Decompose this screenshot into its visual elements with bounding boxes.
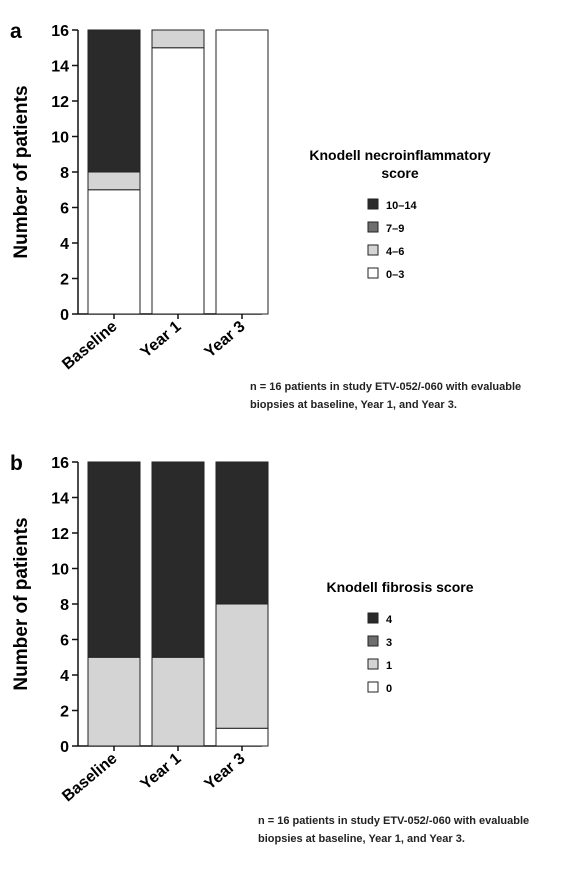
- chart-b-y-tick-label-5: 10: [51, 562, 69, 579]
- chart-a-y-tick-label-7: 14: [51, 59, 69, 76]
- chart-b-bar-1-series-1: [151, 656, 205, 747]
- chart-a-bar-0-series-0: [87, 189, 141, 315]
- chart-b-y-axis-label: Number of patients: [11, 517, 32, 690]
- chart-b-legend-label-1: 1: [386, 660, 392, 672]
- chart-b-bar-2-series-0: [215, 727, 269, 747]
- chart-a-y-tick-label-5: 10: [51, 130, 69, 147]
- chart-a-legend-label-3: 10–14: [386, 200, 417, 212]
- chart-a-legend-swatch-1: [367, 244, 379, 256]
- chart-panel-b: b Number of patients 0 2 4 6 8 10 12 14 16 Baseline…: [0, 440, 586, 860]
- chart-a-legend-label-2: 7–9: [386, 223, 404, 235]
- chart-a-legend-title-line-0: Knodell necroinflammatory: [309, 147, 490, 163]
- chart-b-note-line-1: n = 16 patients in study ETV-052/-060 wi…: [258, 815, 530, 827]
- chart-a-y-tick-label-0: 0: [60, 307, 69, 324]
- chart-b-bar-0-series-3: [87, 461, 141, 658]
- chart-b-legend-label-3: 4: [386, 614, 393, 626]
- chart-a-panel-letter: a: [10, 20, 22, 43]
- chart-a-legend-swatch-0: [367, 267, 379, 279]
- chart-b-legend-title-line-0: Knodell fibrosis score: [326, 579, 473, 595]
- chart-a-bar-0-series-1: [87, 171, 141, 191]
- chart-a-bar-1-series-0: [151, 47, 205, 315]
- chart-a-y-tick-label-8: 16: [51, 23, 69, 40]
- chart-a-legend-swatch-3: [367, 198, 379, 210]
- chart-a-y-tick-label-4: 8: [60, 165, 69, 182]
- chart-a-note-line-2: biopsies at baseline, Year 1, and Year 3…: [250, 399, 457, 411]
- chart-b-bar-2-series-3: [215, 461, 269, 605]
- chart-b-y-tick-label-8: 16: [51, 455, 69, 472]
- chart-a-legend-title-line-1: score: [381, 165, 419, 181]
- chart-b-legend-swatch-3: [367, 612, 379, 624]
- chart-a-legend-label-1: 4–6: [386, 246, 404, 258]
- chart-b-bar-2-series-1: [215, 603, 269, 729]
- chart-a-legend-swatch-2: [367, 221, 379, 233]
- chart-b-note-line-2: biopsies at baseline, Year 1, and Year 3…: [258, 833, 465, 845]
- chart-b-y-tick-label-6: 12: [51, 526, 69, 543]
- chart-b-y-tick-label-4: 8: [60, 597, 69, 614]
- chart-a-note-line-1: n = 16 patients in study ETV-052/-060 wi…: [250, 381, 522, 393]
- chart-b-legend-swatch-1: [367, 658, 379, 670]
- chart-b-bar-1-series-3: [151, 461, 205, 658]
- chart-b-panel-letter: b: [10, 452, 23, 475]
- chart-a-bar-0-series-3: [87, 29, 141, 173]
- chart-a-x-tick-label-0: Baseline: [59, 318, 120, 373]
- chart-b-y-tick-label-7: 14: [51, 491, 69, 508]
- chart-a-y-tick-label-2: 4: [60, 236, 69, 253]
- chart-b-y-tick-label-2: 4: [60, 668, 69, 685]
- chart-a-x-tick-label-1: Year 1: [138, 318, 185, 361]
- chart-b-legend-swatch-2: [367, 635, 379, 647]
- chart-b-bar-0-series-1: [87, 656, 141, 747]
- chart-b-note: n = 16 patients in study ETV-052/-060 wi…: [258, 812, 529, 848]
- chart-a-x-tick-label-2: Year 3: [202, 318, 249, 361]
- chart-b-x-tick-label-0: Baseline: [59, 750, 120, 805]
- chart-b-y-tick-label-3: 6: [60, 633, 69, 650]
- chart-a-bar-1-series-1: [151, 29, 205, 49]
- chart-a-bar-2-series-0: [215, 29, 269, 315]
- chart-a-y-tick-label-6: 12: [51, 94, 69, 111]
- chart-a-y-tick-label-3: 6: [60, 201, 69, 218]
- chart-panel-a: a Number of patients 0 2 4 6 8 10 12 14 16 Baseline…: [0, 8, 586, 428]
- chart-b-y-tick-label-1: 2: [60, 704, 69, 721]
- chart-a-legend-label-0: 0–3: [386, 269, 404, 281]
- chart-a-y-axis-label: Number of patients: [11, 85, 32, 258]
- chart-b-y-tick-label-0: 0: [60, 739, 69, 756]
- chart-b-x-tick-label-1: Year 1: [138, 750, 185, 793]
- chart-a-svg: a Number of patients 0 2 4 6 8 10 12 14 16 Baseline…: [10, 20, 491, 373]
- chart-b-legend-swatch-0: [367, 681, 379, 693]
- chart-b-legend-label-2: 3: [386, 637, 392, 649]
- chart-b-x-tick-label-2: Year 3: [202, 750, 249, 793]
- chart-b-legend-label-0: 0: [386, 683, 392, 695]
- chart-a-y-tick-label-1: 2: [60, 272, 69, 289]
- chart-a-note: n = 16 patients in study ETV-052/-060 wi…: [250, 378, 521, 414]
